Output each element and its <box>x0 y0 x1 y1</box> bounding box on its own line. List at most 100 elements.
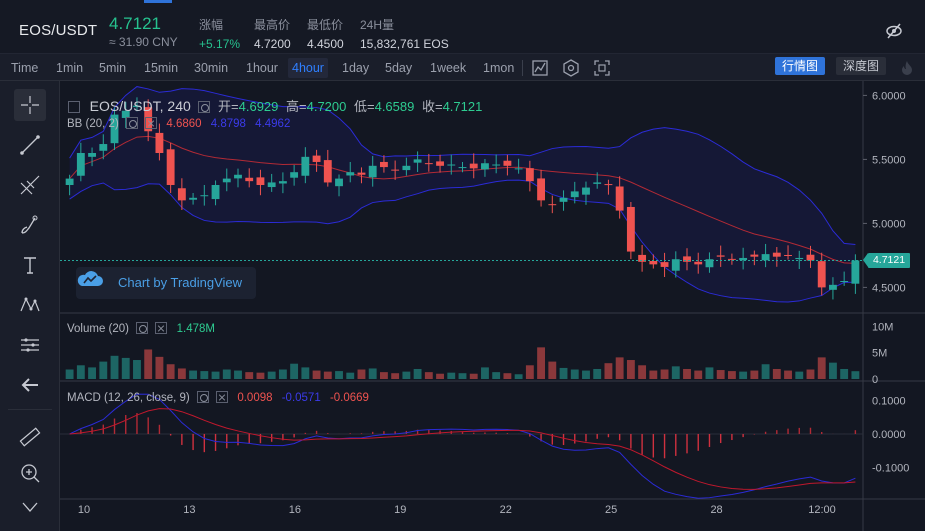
candle-body <box>335 178 343 187</box>
tf-1hour[interactable]: 1hour <box>246 61 278 75</box>
volume-bar <box>278 369 287 379</box>
volume-bar <box>76 365 85 379</box>
macd-value: -0.0571 <box>281 392 321 404</box>
measure-tool[interactable] <box>14 329 46 361</box>
candle-body <box>278 181 287 184</box>
macd-tick-label: -0.1000 <box>872 463 909 475</box>
tf-5day[interactable]: 5day <box>385 61 413 75</box>
bb-lower: 4.4962 <box>255 118 291 130</box>
crosshair-tool[interactable] <box>14 89 46 121</box>
last-price: 4.7121 <box>109 14 161 33</box>
text-tool[interactable] <box>14 249 46 281</box>
fib-tool[interactable] <box>14 169 46 201</box>
volume-bar <box>492 372 501 379</box>
volume-bar <box>155 356 164 379</box>
low-label: 最低价 <box>307 18 344 32</box>
price-tick-label: 4.5000 <box>872 282 906 294</box>
low-stat: 最低价 4.4500 <box>307 16 344 51</box>
candle-body <box>750 254 759 257</box>
volume-remove-icon[interactable] <box>155 322 168 334</box>
volume-bar <box>290 363 299 379</box>
high-stat: 最高价 4.7200 <box>254 16 291 51</box>
tradingview-watermark[interactable]: Chart by TradingView <box>76 267 256 299</box>
candle-body <box>189 197 198 200</box>
change-label: 涨幅 <box>199 18 224 32</box>
bb-remove-icon[interactable] <box>145 117 158 129</box>
bb-basis: 4.6860 <box>166 118 202 130</box>
fullscreen-icon[interactable] <box>592 58 612 78</box>
volume-bar <box>357 369 366 379</box>
macd-hist-value: 0.0098 <box>237 392 273 404</box>
candle-body <box>391 169 400 171</box>
flame-icon[interactable] <box>897 58 917 78</box>
tf-1mon[interactable]: 1mon <box>483 61 515 75</box>
collapse-legend-icon[interactable] <box>68 101 80 113</box>
time-tick-label: 25 <box>605 504 617 516</box>
candle-body <box>346 172 355 176</box>
volume-stat: 24H量 15,832,761 EOS <box>360 16 449 51</box>
chart-area[interactable]: 6.0000 5.5000 5.0000 4.5000 10M 5M 0 0.1000 0.00… <box>60 81 925 531</box>
hide-eye-icon[interactable] <box>885 22 903 40</box>
volume-bar <box>514 374 523 379</box>
macd-signal-line <box>69 408 856 490</box>
tf-30min[interactable]: 30min <box>194 61 229 75</box>
candle-body <box>829 284 837 290</box>
legend-symbol: EOS/USDT, 240 <box>89 98 191 114</box>
ruler-tool[interactable] <box>14 421 46 453</box>
volume-bar <box>323 371 332 379</box>
tf-15min[interactable]: 15min <box>144 61 179 75</box>
back-tool[interactable] <box>14 369 46 401</box>
main-legend: EOS/USDT, 240 开=4.6929 高=4.7200 低=4.6589… <box>68 96 482 115</box>
zoom-tool[interactable] <box>14 457 46 489</box>
macd-remove-icon[interactable] <box>216 391 229 403</box>
candle-body <box>840 281 849 282</box>
macd-tick-label: 0.1000 <box>872 395 906 407</box>
volume-bar <box>750 370 759 379</box>
bb-settings-icon[interactable] <box>125 117 138 129</box>
legend-settings-icon[interactable] <box>198 101 211 113</box>
candle-body <box>357 172 366 175</box>
candle-body <box>514 168 523 170</box>
time-tick-label: 12:00 <box>808 504 836 516</box>
tf-time[interactable]: Time <box>11 61 39 75</box>
volume-bar <box>671 366 680 379</box>
tf-1week[interactable]: 1week <box>430 61 467 75</box>
candle-body <box>323 160 332 183</box>
candlestick-chart[interactable]: 6.0000 5.5000 5.0000 4.5000 10M 5M 0 0.1000 0.00… <box>60 81 925 531</box>
candle-body <box>638 254 647 262</box>
toolbar-separator <box>522 60 523 76</box>
tf-4hour[interactable]: 4hour <box>288 58 328 78</box>
candle-body <box>537 178 546 201</box>
candle-body <box>88 153 96 157</box>
indicators-icon[interactable] <box>561 58 581 78</box>
volume-settings-icon[interactable] <box>136 322 149 334</box>
trend-line-tool[interactable] <box>14 129 46 161</box>
chart-style-icon[interactable] <box>530 58 550 78</box>
candle-body <box>683 256 691 262</box>
time-tick-label: 16 <box>289 504 301 516</box>
volume-bar <box>133 360 141 379</box>
candle-body <box>133 105 141 108</box>
tool-divider <box>8 409 52 410</box>
candle-body <box>413 159 422 163</box>
pattern-tool[interactable] <box>14 289 46 321</box>
brush-tool[interactable] <box>14 209 46 241</box>
volume-bar <box>761 364 770 379</box>
tf-1day[interactable]: 1day <box>342 61 370 75</box>
high-value: 4.7200 <box>254 37 291 51</box>
candle-chart-button[interactable]: 行情图 <box>775 57 826 75</box>
volume-bar <box>402 371 411 379</box>
candle-body <box>290 172 299 178</box>
open-label: 开= <box>218 99 239 114</box>
depth-chart-button[interactable]: 深度图 <box>836 57 887 75</box>
magnet-tool[interactable] <box>14 495 46 527</box>
tf-1min[interactable]: 1min <box>56 61 84 75</box>
volume-bar <box>649 370 658 379</box>
volume-bar <box>379 372 388 379</box>
timeframe-toolbar: Time 1min 5min 15min 30min 1hour 4hour 1… <box>0 54 925 81</box>
macd-settings-icon[interactable] <box>196 391 209 403</box>
candle-body <box>368 165 377 178</box>
change-stat: 涨幅 +5.17% <box>199 16 240 51</box>
candle-body <box>458 167 467 169</box>
tf-5min[interactable]: 5min <box>99 61 127 75</box>
